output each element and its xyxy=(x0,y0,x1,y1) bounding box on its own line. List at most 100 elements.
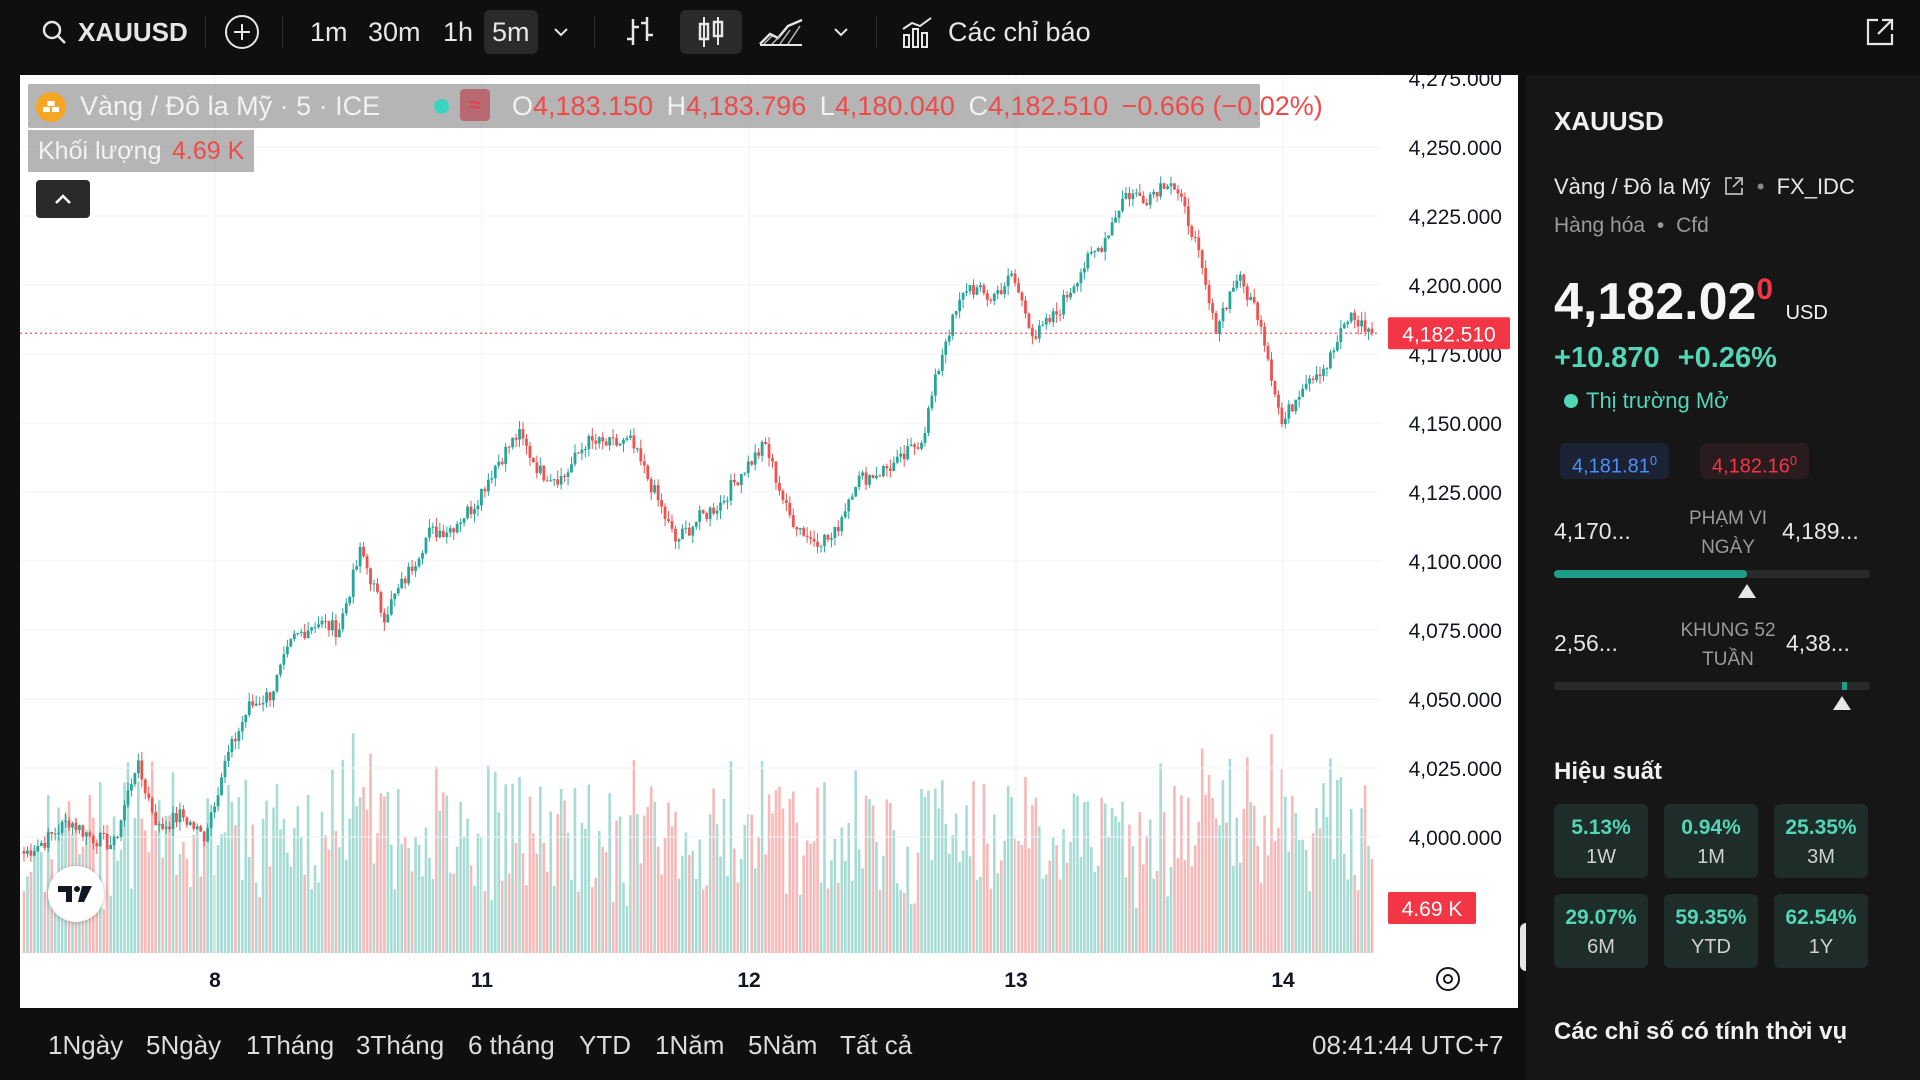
range-1year[interactable]: 1Năm xyxy=(655,1030,725,1060)
interval-dropdown[interactable] xyxy=(552,10,570,54)
candle-body xyxy=(739,474,743,486)
range-all[interactable]: Tất cả xyxy=(840,1030,913,1060)
interval-1h[interactable]: 1h xyxy=(443,16,474,47)
candle-body xyxy=(1006,275,1010,287)
bar-type-button[interactable] xyxy=(624,10,656,54)
volume-bar xyxy=(1256,846,1259,953)
volume-bar xyxy=(1031,805,1034,953)
volume-bar xyxy=(927,790,930,953)
volume-bar xyxy=(1076,795,1079,953)
price-chart[interactable]: 4,275.000 4,250.000 4,225.000 4,200.000 4,17… xyxy=(20,75,1518,1008)
indicators-button[interactable]: Các chỉ báo xyxy=(900,10,1091,54)
perf-1y[interactable]: 62.54% 1Y xyxy=(1774,894,1868,968)
candle-body xyxy=(1058,314,1062,316)
candle-body xyxy=(1017,283,1020,293)
perf-ytd[interactable]: 59.35% YTD xyxy=(1664,894,1758,968)
interval-5m[interactable]: 5m xyxy=(484,10,538,54)
volume-bar xyxy=(324,835,327,953)
last-price: 4,182.020 USD xyxy=(1554,272,1828,332)
volume-bar xyxy=(809,843,812,953)
volume-bar xyxy=(244,779,248,953)
range-5day[interactable]: 5Ngày xyxy=(146,1030,222,1060)
volume-bar xyxy=(1148,819,1152,953)
volume-bar xyxy=(618,816,622,953)
candle-body xyxy=(296,632,300,634)
candle-body xyxy=(563,476,566,478)
volume-bar xyxy=(552,886,556,953)
volume-bar xyxy=(1204,794,1207,953)
perf-value: 29.07% xyxy=(1565,906,1637,929)
symbol-search[interactable]: XAUUSD xyxy=(40,10,188,54)
details-name-text: Vàng / Đô la Mỹ xyxy=(1554,174,1711,199)
candle-body xyxy=(473,509,476,515)
perf-1w[interactable]: 5.13% 1W xyxy=(1554,804,1648,878)
candle-body xyxy=(382,612,386,623)
volume-bar xyxy=(390,844,393,953)
area-chart-button[interactable] xyxy=(758,10,804,54)
range-ytd[interactable]: YTD xyxy=(579,1030,631,1060)
volume-bar xyxy=(545,871,549,953)
range-6month[interactable]: 6 tháng xyxy=(468,1030,555,1060)
volume-bar xyxy=(1325,817,1329,953)
candle-body xyxy=(559,476,563,485)
candle-body xyxy=(331,620,334,631)
volume-bar xyxy=(1114,816,1117,953)
perf-3m[interactable]: 25.35% 3M xyxy=(1774,804,1868,878)
range-5year[interactable]: 5Năm xyxy=(748,1030,818,1060)
candle-body xyxy=(1145,202,1149,205)
change-value: −0.666 (−0.02%) xyxy=(1121,91,1323,121)
perf-6m[interactable]: 29.07% 6M xyxy=(1554,894,1648,968)
bars-icon xyxy=(627,17,653,45)
tradingview-logo-icon xyxy=(58,886,92,902)
volume-bar xyxy=(1065,862,1069,953)
candle-body xyxy=(91,836,95,844)
volume-bar xyxy=(1072,793,1076,953)
tradingview-logo[interactable] xyxy=(48,866,104,922)
candle-body xyxy=(1290,404,1294,412)
candle-body xyxy=(611,437,615,439)
candle-body xyxy=(1242,274,1246,287)
candle-body xyxy=(694,521,698,527)
candle-body xyxy=(327,621,331,631)
axis-settings-icon[interactable] xyxy=(1436,967,1460,991)
chart-panel[interactable]: 4,275.000 4,250.000 4,225.000 4,200.000 4,17… xyxy=(20,75,1518,1008)
volume-bar xyxy=(462,837,466,953)
candle-body xyxy=(902,453,906,460)
candles-button[interactable] xyxy=(680,10,742,54)
volume-bar xyxy=(937,808,941,953)
volume-bar xyxy=(843,860,847,953)
search-icon xyxy=(42,20,66,44)
open-external-button[interactable] xyxy=(1862,10,1898,54)
candle-body xyxy=(989,299,993,301)
interval-30m[interactable]: 30m xyxy=(368,16,421,47)
candle-body xyxy=(982,285,986,294)
volume-bar xyxy=(1003,840,1006,953)
candle-body xyxy=(1183,196,1187,207)
volume-bar xyxy=(1297,840,1301,953)
candle-body xyxy=(1207,284,1211,304)
candle-body xyxy=(1266,345,1270,360)
range-1day[interactable]: 1Ngày xyxy=(48,1030,124,1060)
volume-bar xyxy=(677,878,681,953)
volume-bar xyxy=(542,843,546,953)
candle-body xyxy=(552,479,556,481)
volume-bar xyxy=(98,782,102,953)
interval-1m[interactable]: 1m xyxy=(310,16,348,47)
candle-body xyxy=(826,534,830,540)
perf-1m[interactable]: 0.94% 1M xyxy=(1664,804,1758,878)
volume-bar xyxy=(40,851,43,953)
candle-body xyxy=(157,823,161,826)
range-3month[interactable]: 3Tháng xyxy=(356,1030,445,1060)
candle-body xyxy=(767,443,771,458)
compare-button[interactable] xyxy=(224,10,260,54)
collapse-legend-button[interactable] xyxy=(36,180,90,218)
candle-body xyxy=(608,437,612,446)
details-name[interactable]: Vàng / Đô la Mỹ • FX_IDC xyxy=(1554,174,1855,199)
candle-body xyxy=(507,446,511,448)
chart-type-dropdown[interactable] xyxy=(832,10,850,54)
volume-bar xyxy=(944,824,948,953)
volume-bar xyxy=(570,879,573,953)
candle-body xyxy=(511,437,515,448)
timezone-clock[interactable]: 08:41:44 UTC+7 xyxy=(1312,1030,1504,1060)
range-1month[interactable]: 1Tháng xyxy=(246,1030,335,1060)
